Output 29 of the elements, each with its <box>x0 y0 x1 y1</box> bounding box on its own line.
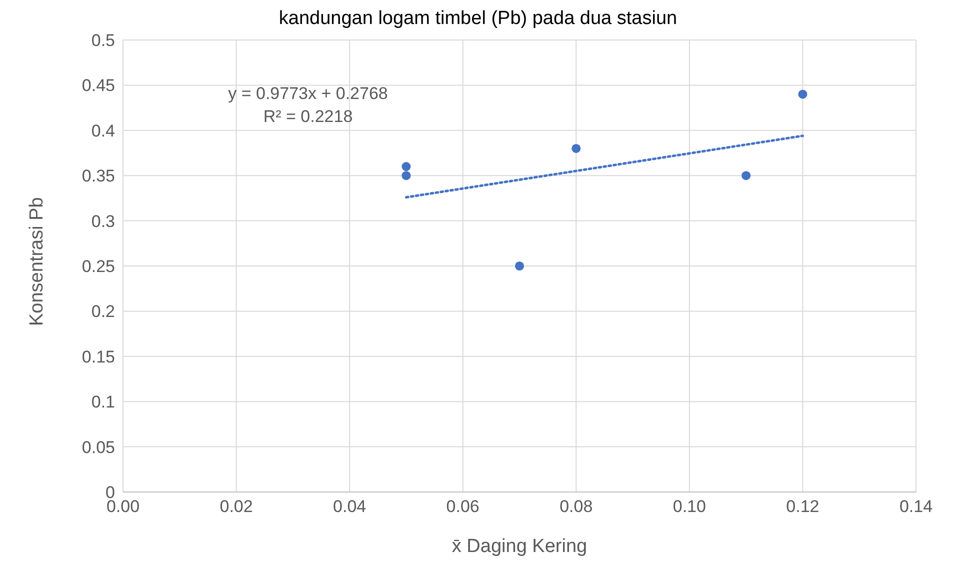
y-tick-label: 0.45 <box>82 76 115 96</box>
x-tick-label: 0.10 <box>672 497 706 516</box>
x-tick-label: 0.04 <box>333 497 366 516</box>
y-tick-label: 0.25 <box>82 257 115 276</box>
annotation: R² = 0.2218 <box>262 107 354 127</box>
x-tick-label: 0.12 <box>786 497 820 516</box>
point <box>402 171 411 180</box>
y-axis-title: Konsentrasi Pb <box>26 197 48 326</box>
x-tick-label: 0.06 <box>446 497 480 516</box>
y-tick-label: 0.15 <box>82 347 115 366</box>
y-tick-label: 0.5 <box>91 31 115 50</box>
x-tick-label: 0.02 <box>220 497 253 516</box>
point <box>742 171 751 180</box>
point <box>798 90 808 99</box>
x-axis-title: x̄ Daging Kering <box>452 536 588 557</box>
y-tick-label: 0.35 <box>82 166 115 186</box>
y-tick-label: 0.05 <box>82 438 115 457</box>
chart-title: kandungan logam timbel (Pb) pada dua stasiun <box>278 8 678 30</box>
point <box>402 162 411 172</box>
y-tick-label: 0.4 <box>91 121 115 140</box>
y-tick-label: 0.1 <box>91 392 115 412</box>
y-tick-label: 0.2 <box>91 302 115 322</box>
y-tick-label: 0.3 <box>91 212 115 231</box>
annotation: y = 0.9773x + 0.2768 <box>227 84 389 104</box>
point <box>514 261 524 271</box>
point <box>572 144 581 153</box>
x-tick-label: 0.08 <box>560 497 593 516</box>
x-tick-label: 0.00 <box>106 497 140 516</box>
x-tick-label: 0.14 <box>899 497 933 516</box>
